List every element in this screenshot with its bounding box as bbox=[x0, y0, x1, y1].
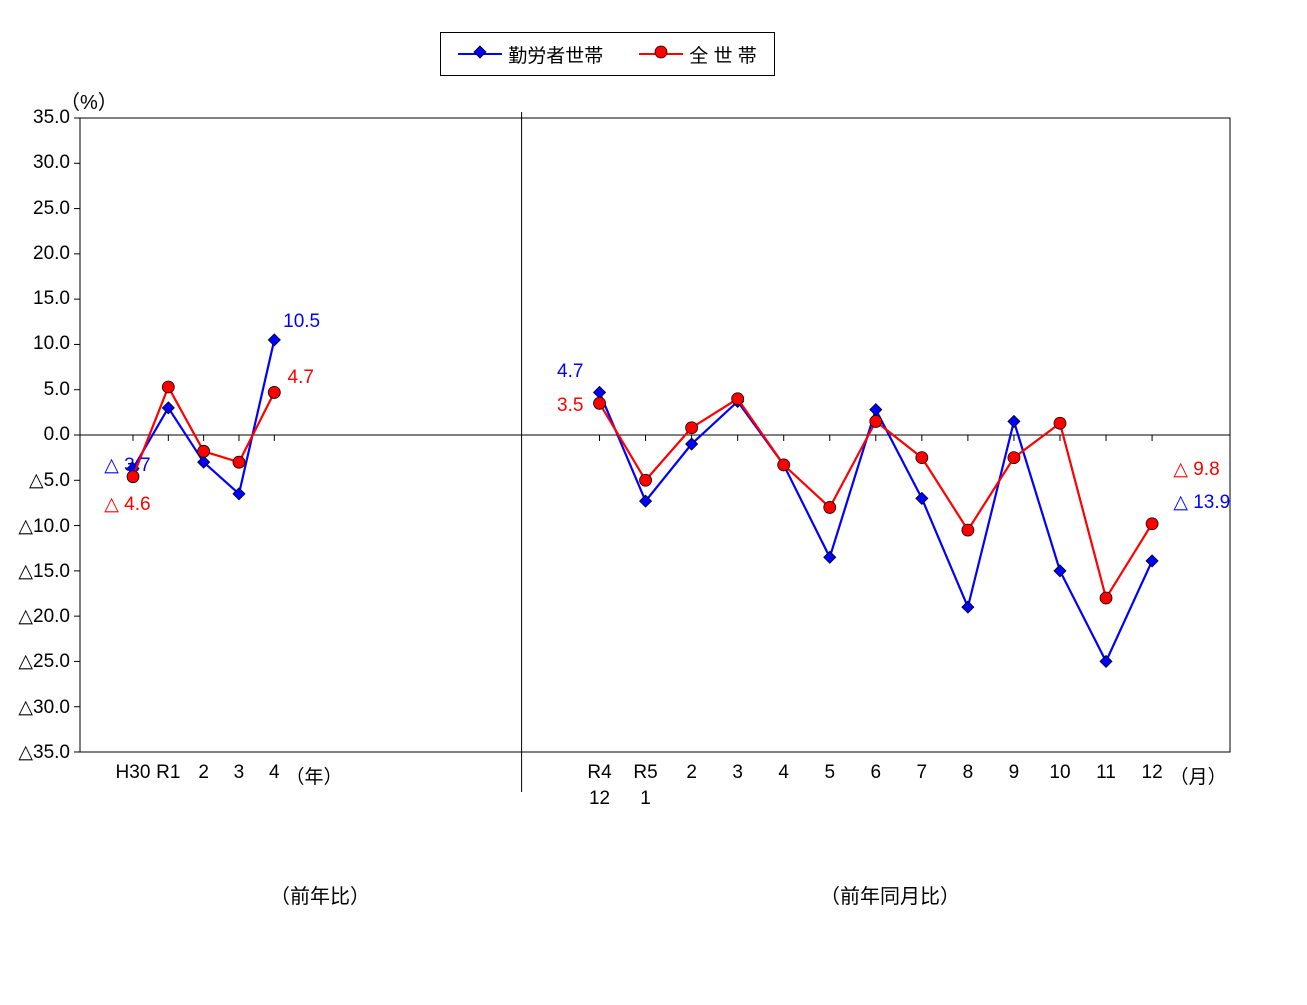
x-tick-label-2: 12 bbox=[578, 788, 622, 810]
data-label: △ 9.8 bbox=[1173, 458, 1219, 481]
x-tick-label: 8 bbox=[946, 762, 990, 784]
x-unit-label: （年） bbox=[284, 762, 344, 789]
y-tick-label: 30.0 bbox=[0, 152, 70, 174]
y-tick-label: 10.0 bbox=[0, 333, 70, 355]
y-tick-label: △25.0 bbox=[0, 650, 70, 673]
x-tick-label: 9 bbox=[992, 762, 1036, 784]
data-label: 4.7 bbox=[288, 367, 314, 389]
chart-svg bbox=[0, 0, 1307, 1005]
x-tick-label: R4 bbox=[578, 762, 622, 784]
x-tick-label: 7 bbox=[900, 762, 944, 784]
legend-label: 勤労者世帯 bbox=[508, 41, 603, 68]
y-tick-label: △5.0 bbox=[0, 469, 70, 492]
caption-panel-a: （前年比） bbox=[270, 880, 370, 909]
x-tick-label: 11 bbox=[1084, 762, 1128, 784]
x-tick-label: 6 bbox=[854, 762, 898, 784]
y-tick-label: 5.0 bbox=[0, 379, 70, 401]
legend-box: 勤労者世帯 全 世 帯 bbox=[440, 32, 775, 76]
y-tick-label: △20.0 bbox=[0, 605, 70, 628]
y-tick-label: △10.0 bbox=[0, 515, 70, 538]
y-tick-label: 25.0 bbox=[0, 198, 70, 220]
caption-panel-b: （前年同月比） bbox=[820, 880, 960, 909]
unit-percent-label: （%） bbox=[60, 86, 118, 115]
legend-item: 全 世 帯 bbox=[639, 41, 757, 68]
y-tick-label: △15.0 bbox=[0, 560, 70, 583]
legend-swatch bbox=[639, 47, 683, 61]
x-tick-label: 5 bbox=[808, 762, 852, 784]
y-tick-label: 0.0 bbox=[0, 424, 70, 446]
x-tick-label: R5 bbox=[624, 762, 668, 784]
y-tick-label: 15.0 bbox=[0, 288, 70, 310]
y-tick-label: 20.0 bbox=[0, 243, 70, 265]
y-tick-label: △30.0 bbox=[0, 696, 70, 719]
data-label: 10.5 bbox=[283, 311, 320, 333]
chart-stage: 勤労者世帯 全 世 帯 △35.0 △30.0 △25.0 △20.0 △15.0 △10.… bbox=[0, 0, 1307, 1005]
y-tick-label: △35.0 bbox=[0, 741, 70, 764]
x-tick-label: 10 bbox=[1038, 762, 1082, 784]
legend-swatch bbox=[458, 47, 502, 61]
x-tick-label-2: 1 bbox=[624, 788, 668, 810]
data-label: △ 3.7 bbox=[104, 454, 150, 477]
data-label: 4.7 bbox=[557, 361, 583, 383]
x-unit-label: （月） bbox=[1168, 762, 1228, 789]
legend-label: 全 世 帯 bbox=[689, 41, 757, 68]
data-label: △ 4.6 bbox=[104, 493, 150, 516]
legend-item: 勤労者世帯 bbox=[458, 41, 603, 68]
x-tick-label: 3 bbox=[716, 762, 760, 784]
x-tick-label: 2 bbox=[670, 762, 714, 784]
data-label: 3.5 bbox=[557, 395, 583, 417]
data-label: △ 13.9 bbox=[1173, 491, 1230, 514]
x-tick-label: 4 bbox=[762, 762, 806, 784]
